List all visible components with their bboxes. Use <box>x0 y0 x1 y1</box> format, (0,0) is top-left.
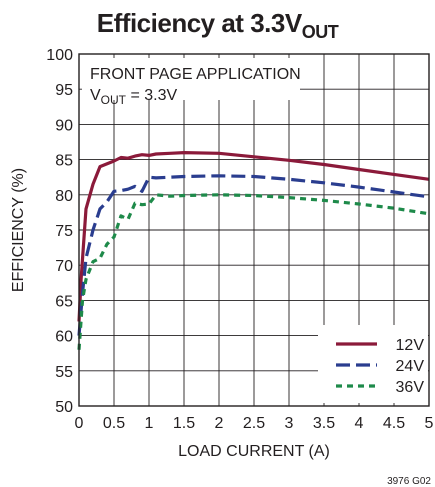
x-tick-label: 0 <box>75 415 84 432</box>
y-tick-label: 65 <box>55 293 73 310</box>
y-tick-label: 80 <box>55 188 73 205</box>
x-tick-label: 3 <box>285 415 294 432</box>
x-tick-label: 1 <box>145 415 154 432</box>
tick-label-layer: 0 0.5 1 1.5 2 2.5 3 3.5 4 4.5 5 50 55 60 65 70 75 80 85 90 9… <box>46 47 433 432</box>
y-tick-label: 95 <box>55 82 73 99</box>
y-tick-label: 55 <box>55 364 73 381</box>
x-tick-label: 2 <box>215 415 224 432</box>
legend-label-12v: 12V <box>396 337 425 354</box>
y-tick-label: 50 <box>55 399 73 416</box>
legend: 12V 24V 36V <box>336 337 424 396</box>
plot-frame <box>78 53 430 407</box>
annotation-value: = 3.3V <box>126 87 177 104</box>
y-tick-label: 60 <box>55 329 73 346</box>
annotation-line2: VOUT = 3.3V <box>90 87 177 107</box>
annotation-line1: FRONT PAGE APPLICATION <box>90 66 301 83</box>
annotation-v-subscript: OUT <box>101 93 127 107</box>
x-tick-label: 5 <box>425 415 434 432</box>
y-tick-label: 85 <box>55 153 73 170</box>
series-line-12v <box>77 151 430 322</box>
chart-title-text: Efficiency at 3.3V <box>96 8 302 38</box>
y-tick-label: 75 <box>55 223 73 240</box>
y-tick-label: 70 <box>55 258 73 275</box>
series-line-24v <box>77 174 430 336</box>
x-tick-label: 3.5 <box>313 415 335 432</box>
y-tick-label: 100 <box>46 47 73 64</box>
figure-code: 3976 G02 <box>387 476 431 487</box>
y-axis-label: EFFICIENCY (%) <box>10 168 27 292</box>
legend-label-24v: 24V <box>396 358 425 375</box>
x-tick-label: 0.5 <box>103 415 125 432</box>
x-axis-label: LOAD CURRENT (A) <box>178 443 330 460</box>
series-line-36v <box>77 193 430 350</box>
x-tick-label: 1.5 <box>173 415 195 432</box>
x-tick-label: 4 <box>355 415 364 432</box>
y-tick-label: 90 <box>55 117 73 134</box>
series-layer <box>77 151 430 350</box>
chart-title: Efficiency at 3.3VOUT <box>0 8 435 43</box>
legend-label-36v: 36V <box>396 379 425 396</box>
x-tick-label: 4.5 <box>383 415 405 432</box>
chart-title-subscript: OUT <box>301 22 339 42</box>
annotation-v: V <box>90 87 101 104</box>
x-tick-label: 2.5 <box>243 415 265 432</box>
annotation-background <box>82 58 300 100</box>
